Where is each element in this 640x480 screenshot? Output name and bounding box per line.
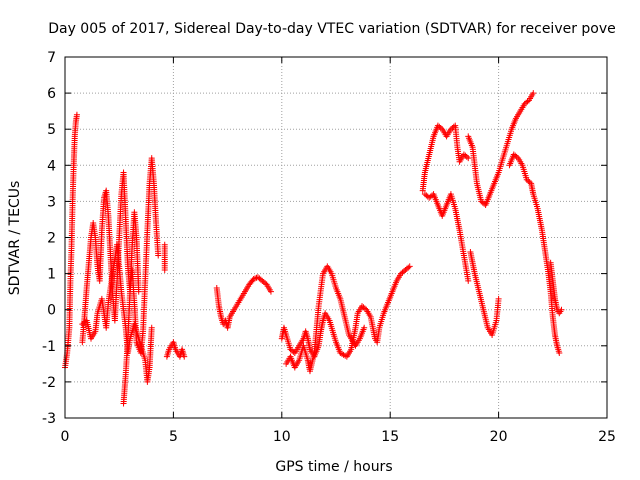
data-point	[181, 353, 188, 360]
x-tick-label: 10	[273, 429, 291, 445]
data-point	[267, 288, 274, 295]
data-point	[155, 252, 162, 259]
data-point	[361, 305, 368, 312]
data-point	[437, 124, 444, 131]
data-point	[290, 348, 297, 355]
x-tick-label: 5	[169, 429, 178, 445]
data-point	[161, 266, 168, 273]
y-tick-label: -1	[42, 339, 56, 355]
y-tick-label: 1	[47, 267, 56, 283]
data-point	[406, 263, 413, 270]
x-tick-label: 15	[381, 429, 399, 445]
y-tick-label: 0	[47, 303, 56, 319]
y-tick-label: -2	[42, 375, 56, 391]
data-point	[148, 324, 155, 331]
y-tick-label: 7	[47, 50, 56, 66]
y-axis-ticks: -3 -2 -1 0 1 2 3 4 5 6 7	[42, 50, 607, 427]
x-tick-label: 25	[598, 429, 616, 445]
data-point	[526, 179, 533, 186]
chart-title: Day 005 of 2017, Sidereal Day-to-day VTE…	[48, 21, 616, 37]
data-point	[405, 264, 412, 271]
x-axis-ticks: 0 5 10 15 20 25	[61, 57, 616, 445]
data-point	[495, 295, 502, 302]
y-tick-label: 2	[47, 231, 56, 247]
y-tick-label: 4	[47, 158, 56, 174]
data-point	[513, 153, 520, 160]
data-point	[558, 306, 565, 313]
data-point	[524, 98, 531, 105]
data-point	[250, 276, 257, 283]
data-point	[135, 288, 142, 295]
data-point	[465, 277, 472, 284]
data-point	[253, 274, 260, 281]
data-point	[73, 111, 80, 118]
y-tick-label: 6	[47, 86, 56, 102]
data-point	[465, 155, 472, 162]
y-axis-label: SDTVAR / TECUs	[7, 181, 23, 296]
x-tick-label: 0	[61, 429, 70, 445]
data-point	[262, 280, 269, 287]
y-tick-label: -3	[42, 411, 56, 427]
x-tick-label: 20	[490, 429, 508, 445]
y-tick-label: 3	[47, 194, 56, 210]
x-axis-label: GPS time / hours	[275, 459, 392, 475]
grid-lines	[65, 57, 607, 418]
data-point	[556, 350, 563, 357]
y-tick-label: 5	[47, 122, 56, 138]
data-point	[463, 153, 470, 160]
data-point	[530, 90, 537, 97]
data-point	[361, 324, 368, 331]
data-series-sdtvar	[62, 90, 565, 407]
